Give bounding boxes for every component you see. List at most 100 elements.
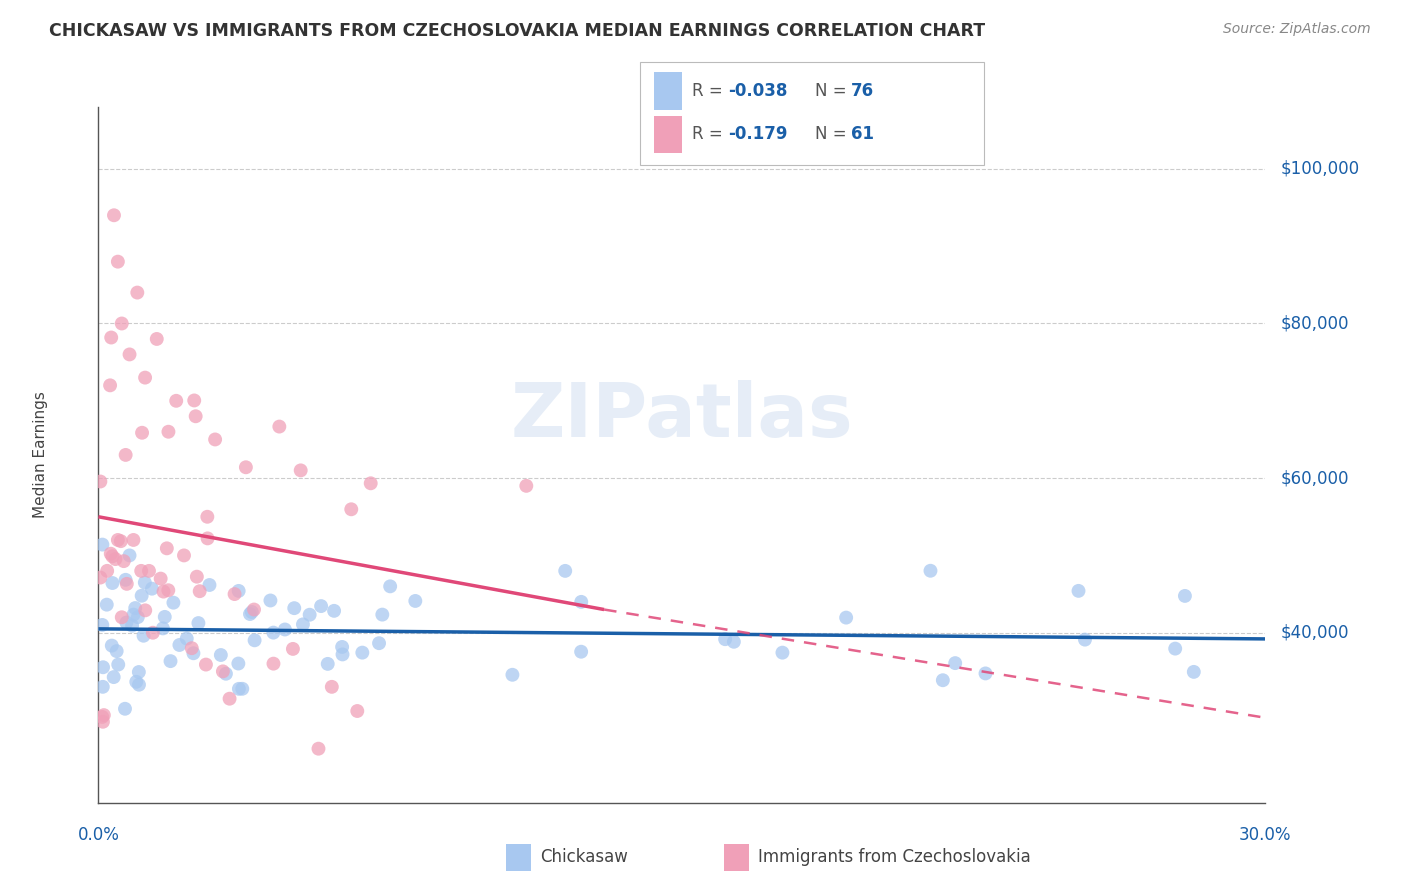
- Immigrants from Czechoslovakia: [118, 347, 141, 361]
- Immigrants from Czechoslovakia: [183, 393, 205, 408]
- Immigrants from Czechoslovakia: [262, 657, 284, 671]
- Chickasaw: [122, 607, 145, 622]
- Immigrants from Czechoslovakia: [129, 564, 152, 578]
- Chickasaw: [330, 640, 353, 654]
- Immigrants from Czechoslovakia: [107, 254, 129, 268]
- Chickasaw: [243, 633, 266, 648]
- Text: N =: N =: [815, 125, 852, 143]
- Immigrants from Czechoslovakia: [127, 285, 149, 300]
- Text: $100,000: $100,000: [1281, 160, 1360, 178]
- Text: 61: 61: [851, 125, 873, 143]
- Immigrants from Czechoslovakia: [195, 509, 218, 524]
- Chickasaw: [159, 654, 181, 668]
- Chickasaw: [298, 607, 321, 622]
- Immigrants from Czechoslovakia: [149, 572, 172, 586]
- Immigrants from Czechoslovakia: [180, 641, 202, 656]
- Text: 76: 76: [851, 82, 873, 100]
- Immigrants from Czechoslovakia: [131, 425, 153, 440]
- Immigrants from Czechoslovakia: [243, 602, 266, 616]
- Immigrants from Czechoslovakia: [98, 378, 121, 392]
- Chickasaw: [209, 648, 232, 662]
- Chickasaw: [332, 648, 354, 662]
- Immigrants from Czechoslovakia: [134, 603, 156, 617]
- Chickasaw: [228, 583, 250, 598]
- Chickasaw: [309, 599, 332, 613]
- Immigrants from Czechoslovakia: [111, 317, 134, 331]
- Text: N =: N =: [815, 82, 852, 100]
- Chickasaw: [283, 601, 305, 615]
- Chickasaw: [127, 610, 149, 624]
- Chickasaw: [215, 666, 238, 681]
- Immigrants from Czechoslovakia: [321, 680, 343, 694]
- Chickasaw: [371, 607, 394, 622]
- Immigrants from Czechoslovakia: [212, 665, 235, 679]
- Immigrants from Czechoslovakia: [218, 691, 240, 706]
- Immigrants from Czechoslovakia: [89, 570, 111, 584]
- Chickasaw: [101, 639, 124, 653]
- Immigrants from Czechoslovakia: [156, 541, 179, 556]
- Chickasaw: [105, 644, 128, 658]
- Chickasaw: [107, 657, 129, 672]
- Text: Source: ZipAtlas.com: Source: ZipAtlas.com: [1223, 22, 1371, 37]
- Chickasaw: [1174, 589, 1197, 603]
- Immigrants from Czechoslovakia: [100, 547, 122, 561]
- Text: ZIPatlas: ZIPatlas: [510, 380, 853, 453]
- Chickasaw: [714, 632, 737, 647]
- Chickasaw: [569, 645, 592, 659]
- Chickasaw: [723, 634, 745, 648]
- Immigrants from Czechoslovakia: [197, 532, 219, 546]
- Immigrants from Czechoslovakia: [110, 534, 132, 549]
- Chickasaw: [169, 638, 191, 652]
- Immigrants from Czechoslovakia: [188, 584, 211, 599]
- Chickasaw: [228, 657, 250, 671]
- Immigrants from Czechoslovakia: [114, 448, 136, 462]
- Immigrants from Czechoslovakia: [184, 409, 207, 424]
- Immigrants from Czechoslovakia: [89, 475, 111, 489]
- Immigrants from Czechoslovakia: [204, 433, 226, 447]
- Chickasaw: [554, 564, 576, 578]
- Chickasaw: [274, 623, 297, 637]
- Text: CHICKASAW VS IMMIGRANTS FROM CZECHOSLOVAKIA MEDIAN EARNINGS CORRELATION CHART: CHICKASAW VS IMMIGRANTS FROM CZECHOSLOVA…: [49, 22, 986, 40]
- Immigrants from Czechoslovakia: [308, 741, 330, 756]
- Chickasaw: [316, 657, 339, 671]
- Text: $60,000: $60,000: [1281, 469, 1350, 487]
- Chickasaw: [187, 616, 209, 631]
- Chickasaw: [501, 667, 523, 681]
- Chickasaw: [115, 615, 138, 630]
- Chickasaw: [141, 582, 163, 596]
- Text: Median Earnings: Median Earnings: [32, 392, 48, 518]
- Chickasaw: [125, 674, 148, 689]
- Chickasaw: [118, 549, 141, 563]
- Text: -0.038: -0.038: [728, 82, 787, 100]
- Chickasaw: [101, 576, 124, 591]
- Immigrants from Czechoslovakia: [115, 577, 138, 591]
- Chickasaw: [974, 666, 997, 681]
- Chickasaw: [162, 596, 184, 610]
- Chickasaw: [121, 618, 143, 632]
- Immigrants from Czechoslovakia: [112, 554, 135, 568]
- Immigrants from Czechoslovakia: [224, 587, 246, 601]
- Immigrants from Czechoslovakia: [157, 583, 180, 598]
- Chickasaw: [183, 646, 205, 660]
- Chickasaw: [368, 636, 391, 650]
- Chickasaw: [134, 575, 156, 590]
- Text: $80,000: $80,000: [1281, 315, 1350, 333]
- Chickasaw: [1182, 665, 1205, 679]
- Chickasaw: [153, 610, 176, 624]
- Immigrants from Czechoslovakia: [93, 708, 115, 723]
- Chickasaw: [835, 610, 858, 624]
- Chickasaw: [96, 598, 118, 612]
- Chickasaw: [176, 632, 198, 646]
- Chickasaw: [378, 579, 402, 593]
- Chickasaw: [91, 538, 114, 552]
- Chickasaw: [770, 646, 793, 660]
- Immigrants from Czechoslovakia: [138, 564, 160, 578]
- Chickasaw: [91, 618, 114, 632]
- Chickasaw: [91, 660, 114, 674]
- Text: 0.0%: 0.0%: [77, 826, 120, 844]
- Immigrants from Czechoslovakia: [165, 393, 187, 408]
- Chickasaw: [114, 573, 136, 587]
- Chickasaw: [404, 594, 426, 608]
- Chickasaw: [569, 595, 592, 609]
- Immigrants from Czechoslovakia: [100, 330, 122, 344]
